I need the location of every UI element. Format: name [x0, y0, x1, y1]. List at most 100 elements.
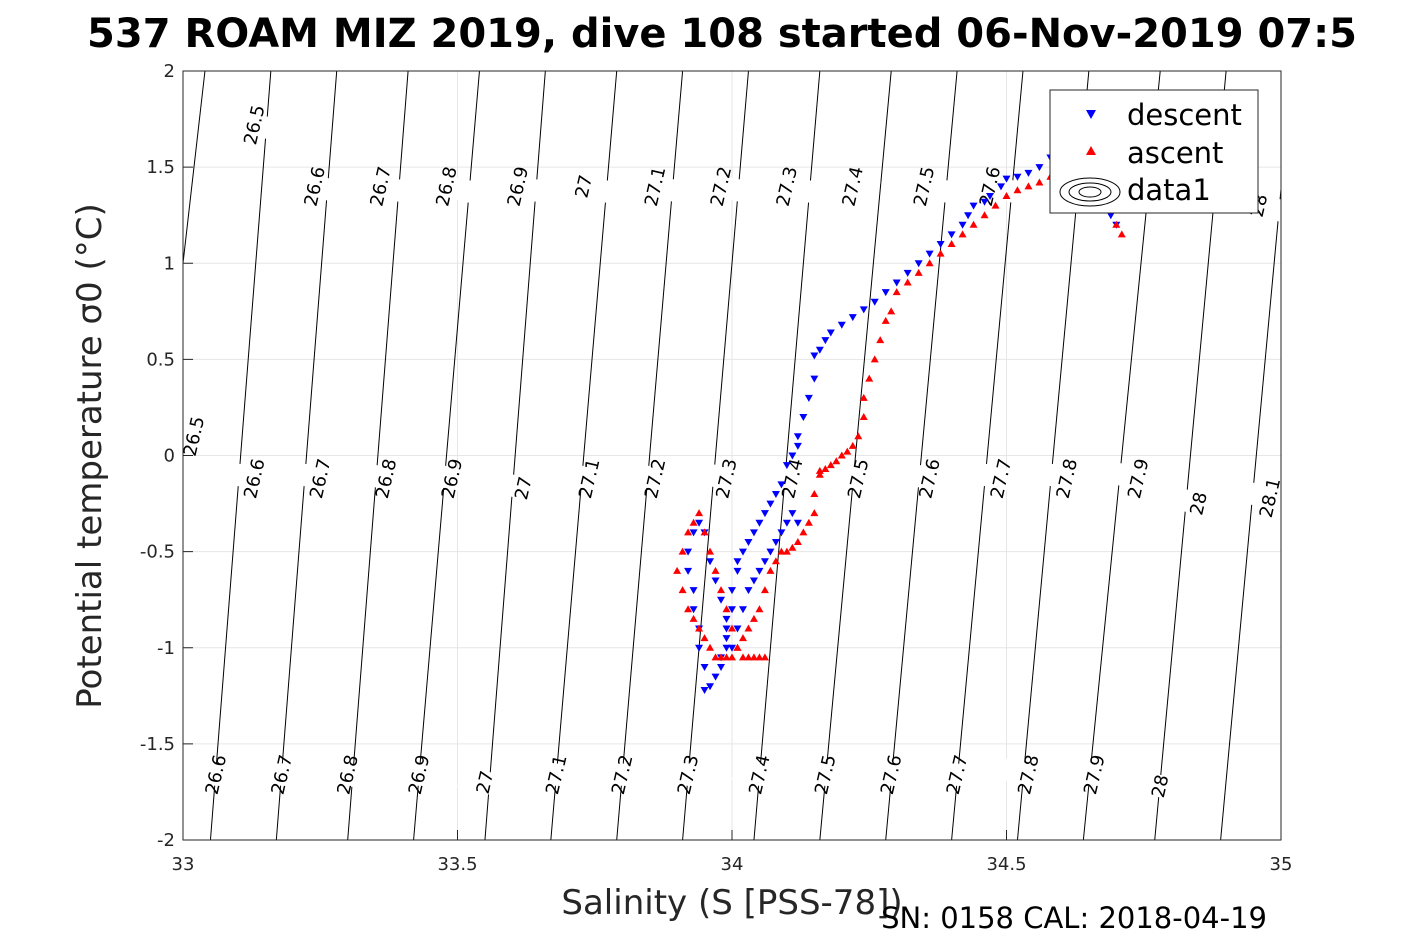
ascent-point — [760, 653, 769, 661]
ascent-point — [678, 547, 687, 555]
descent-point — [728, 644, 736, 652]
ascent-point — [760, 586, 769, 594]
descent-point — [684, 567, 693, 575]
y-tick-label: -1 — [157, 638, 175, 659]
descent-point — [733, 625, 742, 633]
contour-label: 26.8 — [333, 753, 362, 797]
descent-point — [777, 481, 786, 489]
contour-label-bg — [1132, 769, 1189, 803]
descent-point — [722, 615, 731, 623]
contour-label-bg — [962, 169, 1018, 203]
descent-point — [848, 314, 857, 322]
isopycnal-27.5 — [819, 70, 892, 841]
descent-point — [722, 635, 731, 643]
contour-label-bg — [896, 169, 952, 203]
legend: descent ascent data1 — [1049, 89, 1259, 214]
descent-point — [695, 644, 704, 652]
contour-label-bg — [693, 169, 749, 203]
descent-point — [925, 250, 934, 258]
x-axis-label: Salinity (S [PSS-78]) — [561, 883, 902, 923]
ascent-point — [711, 653, 720, 661]
ascent-point — [738, 634, 747, 642]
ascent-point — [1024, 182, 1033, 190]
descent-point — [738, 606, 747, 614]
descent-point — [760, 558, 769, 566]
descent-point — [689, 606, 698, 614]
ascent-point — [870, 355, 879, 363]
descent-point — [1106, 212, 1115, 220]
legend-ascent-label: ascent — [1127, 136, 1223, 170]
y-tick-label: -2 — [157, 830, 175, 851]
ascent-point — [706, 547, 715, 555]
y-tick-label: -0.5 — [140, 542, 175, 563]
contour-label: 28 — [1186, 490, 1212, 517]
x-tick-label: 33.5 — [437, 854, 477, 875]
contour-label-bg — [594, 758, 651, 792]
contour-label: 27.5 — [811, 753, 840, 797]
descent-point — [810, 352, 819, 360]
descent-point — [793, 442, 802, 450]
descent-point — [766, 500, 775, 508]
contour-label-bg — [424, 462, 480, 496]
contour-label: 26.6 — [301, 165, 330, 209]
ascent-point — [1013, 186, 1022, 194]
ascent-point — [804, 518, 813, 526]
descent-point — [1002, 175, 1011, 183]
contour-label-bg — [166, 419, 222, 453]
ascent-point — [837, 451, 846, 459]
contour-label-bg — [555, 169, 612, 203]
ascent-point — [755, 605, 764, 613]
footer-serial-calibration: SN: 0158 CAL: 2018-04-19 — [881, 901, 1267, 935]
ascent-point — [799, 528, 808, 536]
ascent-point — [695, 624, 704, 632]
ascent-point — [717, 653, 726, 661]
ascent-point — [722, 605, 731, 613]
contour-label-bg — [319, 758, 376, 792]
descent-point — [1013, 173, 1022, 181]
ascent-point — [749, 614, 758, 622]
contour-label: 27 — [511, 475, 537, 502]
descent-point — [826, 329, 835, 337]
ascent-point — [689, 614, 698, 622]
descent-point — [958, 221, 967, 229]
ascent-point — [892, 288, 901, 296]
descent-point — [782, 519, 791, 527]
contour-label-bg — [188, 758, 244, 792]
axis-ticks: 33 33.5 34 34.5 35 -2 -1.5 -1 -0.5 0 0.5 1 1.5 2 — [140, 61, 1293, 875]
contour-label: 27 — [571, 173, 597, 200]
contour-label-bg — [764, 462, 821, 496]
isopycnal-28.1 — [1220, 189, 1282, 841]
contour-label-bg — [391, 758, 447, 792]
descent-point — [870, 298, 879, 306]
ascent-point — [947, 240, 956, 248]
contour-label: 27.7 — [943, 753, 972, 797]
isopycnal-contour-labels: 26.5 26.6 26.7 26.8 26.9 27 27.1 27.2 27.3 27.4 27… — [166, 103, 1298, 803]
contour-label-bg — [929, 758, 985, 792]
contour-label: 27.1 — [575, 457, 604, 501]
ascent-point — [903, 278, 912, 286]
contour-label-bg — [358, 462, 414, 496]
contour-label-bg — [698, 462, 755, 496]
ascent-point — [777, 547, 786, 555]
contour-label: 27.1 — [542, 753, 571, 797]
contour-label-bg — [1242, 481, 1298, 515]
data-points — [673, 144, 1126, 695]
ascent-point — [749, 653, 758, 661]
ascent-point — [793, 538, 802, 546]
descent-point — [717, 596, 726, 604]
ascent-point — [728, 624, 736, 632]
descent-point — [755, 567, 764, 575]
isopycnal-26.6 — [209, 70, 272, 841]
ascent-point — [848, 441, 857, 449]
descent-point — [771, 490, 780, 498]
ascent-point — [887, 307, 896, 315]
contour-label: 26.7 — [268, 753, 297, 797]
x-tick-label: 34.5 — [986, 854, 1026, 875]
descent-point — [859, 306, 868, 314]
contour-label: 27.3 — [712, 457, 741, 501]
ascent-point — [969, 220, 978, 228]
descent-point — [903, 269, 912, 277]
descent-point — [793, 433, 802, 441]
contour-label-bg — [824, 169, 881, 203]
contour-label-bg — [490, 169, 546, 203]
